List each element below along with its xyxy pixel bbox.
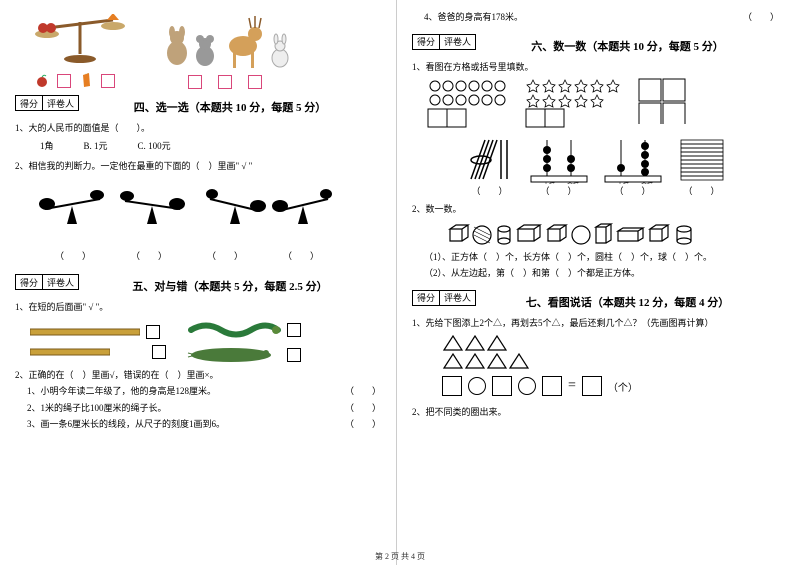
s5-q2-sub2-paren[interactable]: （ ） xyxy=(345,402,381,416)
checkbox-animal-3[interactable] xyxy=(248,75,262,89)
paren-abacus1[interactable]: （ ） xyxy=(529,184,589,197)
eq-box-4[interactable] xyxy=(582,376,602,396)
page-footer: 第 2 页 共 4 页 xyxy=(0,551,800,562)
reviewer-label: 评卷人 xyxy=(42,95,79,111)
paren-abacus2[interactable]: （ ） xyxy=(603,184,663,197)
abacus-1: 十位个位 xyxy=(529,134,589,184)
left-column: 得分 评卷人 四、选一选（本题共 10 分，每题 5 分） 1、大的人民币的面值… xyxy=(0,0,397,565)
star-grid xyxy=(525,78,620,108)
section-7-title: 七、看图说话（本题共 12 分，每题 4 分） xyxy=(476,294,779,310)
checkbox-animal-1[interactable] xyxy=(188,75,202,89)
s7-q2: 2、把不同类的圈出来。 xyxy=(412,406,779,420)
section-7-header: 得分 评卷人 七、看图说话（本题共 12 分，每题 4 分） xyxy=(412,284,779,314)
score-label-6: 得分 xyxy=(412,34,439,50)
choice-c-val: 100元 xyxy=(148,141,171,151)
sticks-bundle xyxy=(465,134,515,184)
stacked-bars xyxy=(677,134,727,184)
section-4-header: 得分 评卷人 四、选一选（本题共 10 分，每题 5 分） xyxy=(15,89,381,119)
s5-q2-sub3: 3、画一条6厘米长的线段，从尺子的刻度1画到6。 xyxy=(27,418,225,432)
section-5-title: 五、对与错（本题共 5 分，每题 2.5 分） xyxy=(79,278,381,294)
s6-q2-sub2: （2）、从左边起，第（ ）和第（ ）个都是正方体。 xyxy=(412,267,779,281)
checkbox-crocodile[interactable] xyxy=(287,348,301,362)
paren-2[interactable]: （ ） xyxy=(131,249,167,262)
choice-b-label: B. xyxy=(84,141,92,151)
s4-q1-choices: 1角 B. 1元 C. 100元 xyxy=(15,139,381,152)
r-top-q4-paren[interactable]: （ ） xyxy=(743,11,779,25)
r-top-q4: 4、爸爸的身高有178米。 xyxy=(424,11,523,25)
checkbox-apple[interactable] xyxy=(57,74,71,88)
eq-box-2[interactable] xyxy=(492,376,512,396)
checkbox-carrot[interactable] xyxy=(101,74,115,88)
score-label-5: 得分 xyxy=(15,274,42,290)
reviewer-label-6: 评卷人 xyxy=(439,34,476,50)
s6-q2: 2、数一数。 xyxy=(412,203,779,217)
top-illustrations xyxy=(15,8,381,89)
equation-row: = （个） xyxy=(412,376,779,396)
checkbox-snake[interactable] xyxy=(287,323,301,337)
section-4-title: 四、选一选（本题共 10 分，每题 5 分） xyxy=(79,99,381,115)
s6-q1: 1、看图在方格或括号里填数。 xyxy=(412,61,779,75)
section-6-header: 得分 评卷人 六、数一数（本题共 10 分，每题 5 分） xyxy=(412,28,779,58)
checkbox-rod-long[interactable] xyxy=(146,325,160,339)
s5-q2: 2、正确的在（ ）里画√，错误的在（ ）里画×。 xyxy=(15,369,381,383)
s5-q2-sub1: 1、小明今年读二年级了，他的身高是128厘米。 xyxy=(27,385,216,399)
s6-q2-sub1: （1）、正方体（ ）个，长方体（ ）个，圆柱（ ）个，球（ ）个。 xyxy=(412,251,779,265)
abacus-2: 十位个位 xyxy=(603,134,663,184)
eq-op-1[interactable] xyxy=(468,377,486,395)
length-compare-illustration xyxy=(15,319,381,365)
apple-grid xyxy=(427,78,507,108)
s5-q2-sub2: 2、1米的绳子比100厘米的绳子长。 xyxy=(27,402,167,416)
animals-illustration xyxy=(155,8,295,73)
choice-b-val: 1元 xyxy=(94,141,108,151)
s5-q2-sub1-paren[interactable]: （ ） xyxy=(345,385,381,399)
square-grid xyxy=(638,78,688,124)
eq-op-2[interactable] xyxy=(518,377,536,395)
s7-q1: 1、先给下图添上2个△，再划去5个△，最后还剩几个△？（先画图再计算） xyxy=(412,317,779,331)
score-label-7: 得分 xyxy=(412,290,439,306)
s5-q2-sub3-paren[interactable]: （ ） xyxy=(345,418,381,432)
triangles-grid xyxy=(412,334,779,370)
section-5-header: 得分 评卷人 五、对与错（本题共 5 分，每题 2.5 分） xyxy=(15,268,381,298)
eq-box-1[interactable] xyxy=(442,376,462,396)
shapes-row xyxy=(412,221,779,247)
eq-box-3[interactable] xyxy=(542,376,562,396)
paren-bars[interactable]: （ ） xyxy=(677,184,727,197)
balance-scale-illustration xyxy=(35,14,125,69)
checkbox-animal-2[interactable] xyxy=(218,75,232,89)
paren-3[interactable]: （ ） xyxy=(207,249,243,262)
s5-q1: 1、在短的后面画" √ "。 xyxy=(15,301,381,315)
seesaw-illustration: （ ） （ ） （ ） （ ） xyxy=(15,179,381,262)
s4-q2: 2、相信我的判断力。一定他在最重的下面的（ ）里画" √ " xyxy=(15,160,381,174)
choice-a-val: 1角 xyxy=(40,141,54,151)
paren-4[interactable]: （ ） xyxy=(283,249,319,262)
paren-1[interactable]: （ ） xyxy=(55,249,91,262)
checkbox-rod-short[interactable] xyxy=(152,345,166,359)
paren-sticks[interactable]: （ ） xyxy=(465,184,515,197)
section-6-title: 六、数一数（本题共 10 分，每题 5 分） xyxy=(476,38,779,54)
answer-grid-1[interactable] xyxy=(427,108,467,128)
counting-row-1 xyxy=(412,78,779,128)
eq-suffix: （个） xyxy=(608,379,638,394)
score-label: 得分 xyxy=(15,95,42,111)
reviewer-label-5: 评卷人 xyxy=(42,274,79,290)
answer-grid-2[interactable] xyxy=(525,108,565,128)
choice-c-label: C. xyxy=(138,141,146,151)
reviewer-label-7: 评卷人 xyxy=(439,290,476,306)
s4-q1: 1、大的人民币的面值是（ ）。 xyxy=(15,122,381,136)
right-column: 4、爸爸的身高有178米。 （ ） 得分 评卷人 六、数一数（本题共 10 分，每… xyxy=(397,0,794,565)
counting-row-2: （ ） 十位个位 （ ） 十位个位 （ ） xyxy=(412,134,779,197)
